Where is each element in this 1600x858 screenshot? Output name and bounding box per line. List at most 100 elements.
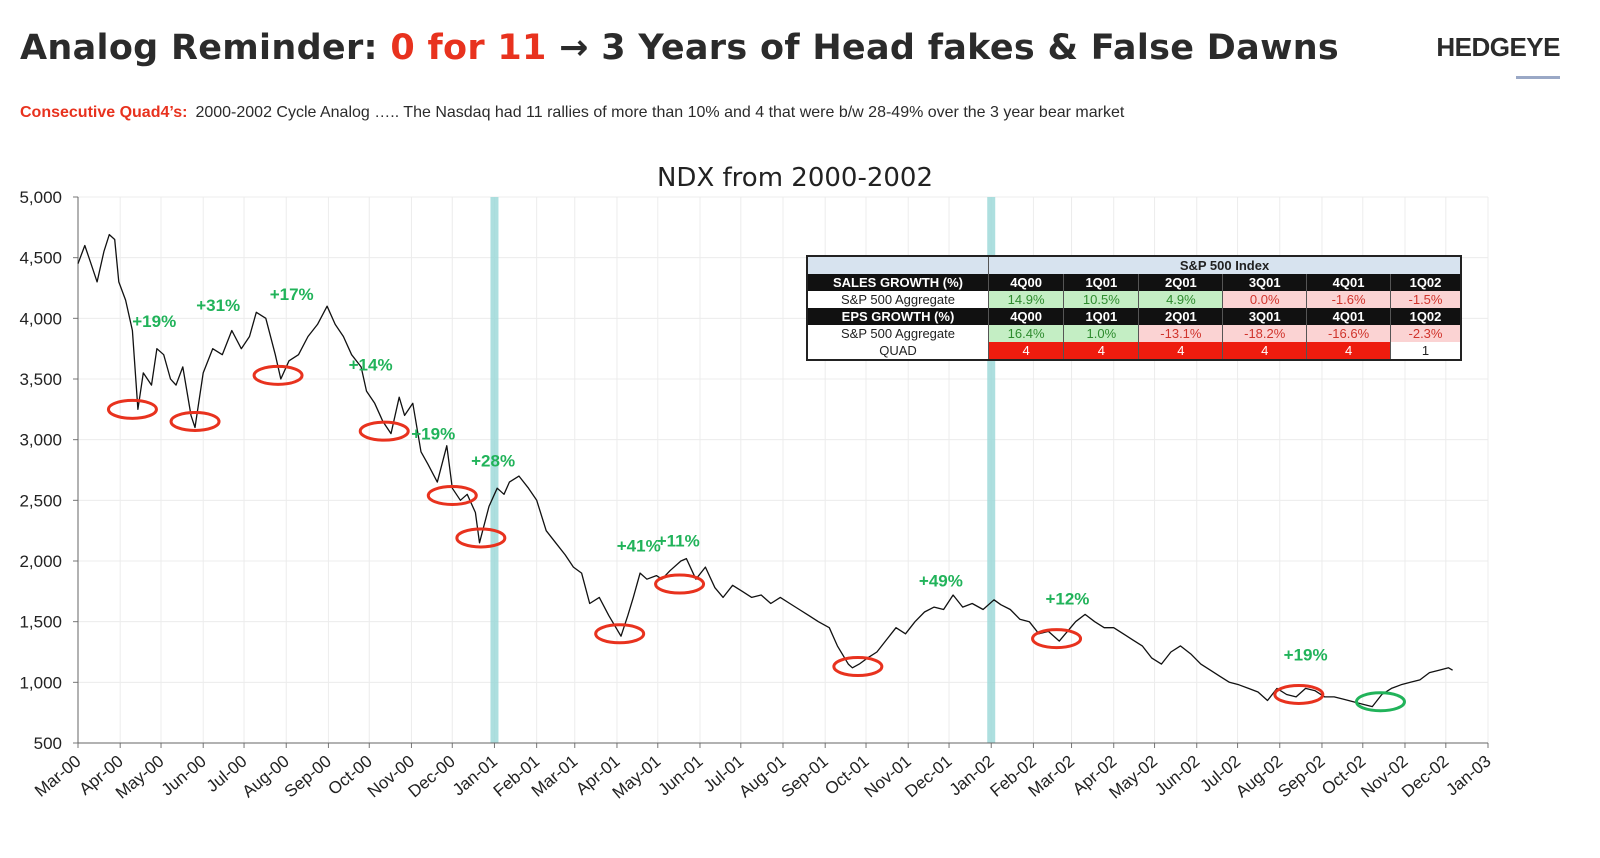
y-tick-label: 2,500 [19,491,62,510]
sp500-growth-table: S&P 500 Index SALES GROWTH (%) 4Q00 1Q01 2Q0… [806,255,1462,361]
table-cell: -16.6% [1306,325,1391,342]
trough-marker [1031,628,1083,650]
table-cell: 2Q01 [1138,274,1224,291]
y-tick-label: 3,500 [19,370,62,389]
y-tick-label: 500 [34,734,62,753]
table-cell: 1Q01 [1063,308,1140,325]
x-tick-label: Jan-03 [1443,752,1495,800]
table-row-label: QUAD [807,342,989,360]
chart-title: NDX from 2000-2002 [657,163,933,193]
x-tick-label: Jan-01 [449,752,501,800]
trough-marker [455,527,507,549]
table-cell: 14.9% [988,291,1065,308]
x-tick-label: Sep-02 [1274,752,1328,802]
subtitle-text: 2000-2002 Cycle Analog ….. The Nasdaq ha… [195,104,1125,121]
x-tick-label: Aug-01 [735,752,789,802]
table-row: S&P 500 Aggregate 14.9% 10.5% 4.9% 0.0% -1.6%… [807,291,1462,308]
table-cell: 4Q01 [1306,308,1391,325]
rally-label: +49% [919,571,963,590]
rally-label: +11% [657,531,700,550]
x-tick-label: Jun-01 [655,752,707,800]
y-tick-label: 1,000 [19,673,62,692]
title-highlight: 0 for 11 [390,28,547,68]
trough-marker [832,656,884,678]
rally-label: +17% [270,285,314,304]
x-tick-label: Dec-00 [405,752,459,802]
quarter-band [490,197,499,743]
quarter-bands [490,197,996,743]
x-tick-label: Aug-00 [239,752,293,802]
y-tick-label: 2,000 [19,552,62,571]
table-cell: -18.2% [1222,325,1308,342]
table-cell: 4 [1222,342,1308,360]
x-tick-label: Jan-02 [946,752,998,800]
table-cell: 4 [988,342,1065,360]
table-cell: 16.4% [988,325,1065,342]
x-tick-label: Sep-01 [778,752,832,802]
y-tick-label: 5,000 [19,188,62,207]
ndx-line-chart: NDX from 2000-2002 500 1,000 1,500 2,000 2,5… [19,163,1495,803]
table-cell: 10.5% [1063,291,1140,308]
y-tick-label: 3,000 [19,431,62,450]
table-cell: 2Q01 [1138,308,1224,325]
rally-label: +41% [617,536,661,555]
title-suffix: → 3 Years of Head fakes & False Dawns [546,28,1340,68]
page-title: Analog Reminder: 0 for 11 → 3 Years of H… [20,28,1339,68]
y-tick-label: 1,500 [19,613,62,632]
table-row-label: EPS GROWTH (%) [807,308,989,325]
table-cell: 3Q01 [1222,308,1308,325]
table-row: S&P 500 Aggregate 16.4% 1.0% -13.1% -18.2% -1… [807,325,1462,342]
table-cell: 4 [1063,342,1140,360]
x-tick-label: Jun-00 [158,752,210,800]
table-title: S&P 500 Index [988,256,1462,274]
x-tick-label: Dec-01 [901,752,955,802]
title-prefix: Analog Reminder: [20,28,391,68]
table-cell: 1.0% [1063,325,1140,342]
table-cell: 4Q01 [1306,274,1391,291]
table-cell: -1.6% [1306,291,1391,308]
table-cell: -1.5% [1390,291,1462,308]
x-tick-label: Aug-02 [1232,752,1286,802]
table-cell: 4 [1306,342,1391,360]
chart-annotations: +19% +31% +17% +14% +19% +28% +41%+11% +49% +12%… [106,285,1406,713]
table-cell: 1Q02 [1390,274,1462,291]
trough-marker [169,410,221,432]
trough-marker [654,573,706,595]
table-cell: 1Q02 [1390,308,1462,325]
table-header-row: S&P 500 Index [807,256,1462,274]
subtitle: Consecutive Quad4’s: 2000-2002 Cycle Anal… [20,104,1124,122]
quarter-band [987,197,996,743]
table-cell: 3Q01 [1222,274,1308,291]
table-cell: 4Q00 [988,274,1065,291]
trough-marker [252,364,304,386]
rally-label: +12% [1045,590,1089,609]
table-row-label: S&P 500 Aggregate [807,291,989,308]
trough-marker [106,398,158,420]
rally-label: +19% [411,425,455,444]
table-row-label: SALES GROWTH (%) [807,274,989,291]
table-cell: 4 [1138,342,1224,360]
y-tick-label: 4,000 [19,309,62,328]
trough-marker [594,623,646,645]
trough-marker [426,484,478,506]
logo-underline [1516,76,1560,79]
trough-marker [358,420,410,442]
y-tick-label: 4,500 [19,249,62,268]
brand-logo: HEDGEYE [1436,32,1560,62]
subtitle-label: Consecutive Quad4’s: [20,104,188,121]
trough-marker [1273,683,1325,705]
table-cell: -2.3% [1390,325,1462,342]
table-cell: 1 [1390,342,1462,360]
table-cell: 4.9% [1138,291,1224,308]
ndx-series-line [77,233,1453,708]
table-row-label: S&P 500 Aggregate [807,325,989,342]
table-cell: -13.1% [1138,325,1224,342]
x-tick-label: Mar-00 [31,752,84,801]
table-cell: 4Q00 [988,308,1065,325]
table-row: SALES GROWTH (%) 4Q00 1Q01 2Q01 3Q01 4Q01 1Q02 [807,274,1462,291]
chart-series [77,233,1453,708]
table-row: EPS GROWTH (%) 4Q00 1Q01 2Q01 3Q01 4Q01 1Q02 [807,308,1462,325]
rally-label: +31% [196,296,240,315]
rally-label: +19% [132,312,176,331]
table-cell: 1Q01 [1063,274,1140,291]
